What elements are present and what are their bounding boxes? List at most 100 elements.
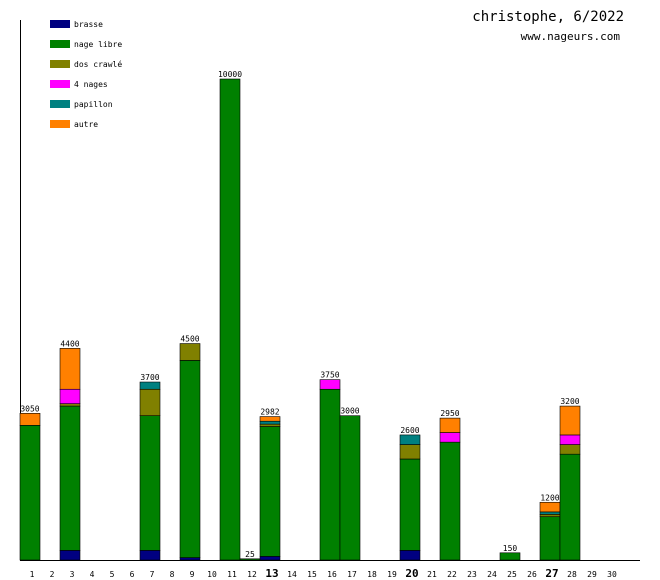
bar-segment-day-3-autre — [59, 348, 81, 390]
bar-total-label-day-13: 2982 — [260, 408, 279, 417]
x-tick-label-28: 28 — [567, 570, 577, 579]
legend-item-4-nages: 4 nages — [50, 74, 122, 94]
bar-total-label-day-7: 3700 — [140, 373, 159, 382]
legend-swatch — [50, 60, 70, 68]
bar-segment-day-13-papillon — [259, 420, 281, 425]
x-tick-label-26: 26 — [527, 570, 537, 579]
x-tick-label-19: 19 — [387, 570, 397, 579]
x-tick-label-1: 1 — [30, 570, 35, 579]
x-tick-label-5: 5 — [110, 570, 115, 579]
bar-segment-day-27-papillon — [539, 511, 561, 515]
legend-item-autre: autre — [50, 114, 122, 134]
chart-bars — [19, 78, 581, 561]
bar-segment-day-1-nage-libre — [19, 425, 41, 561]
chart-x-tick-labels: 1 2 3 4 5 6 7 8 9 10 11 12 13 14 15 16 17 18 19 20 21 22 23 24 2… — [30, 567, 617, 580]
x-tick-label-7: 7 — [150, 570, 155, 579]
x-tick-label-16: 16 — [327, 570, 337, 579]
bar-segment-day-3-nage-libre — [59, 405, 81, 551]
bar-segment-day-22-nage-libre — [439, 441, 461, 561]
x-tick-label-20: 20 — [405, 567, 418, 580]
legend-label: autre — [74, 119, 99, 129]
legend-item-nage-libre: nage libre — [50, 34, 122, 54]
bar-segment-day-7-dos-crawlé — [139, 388, 161, 416]
bar-segment-day-1-autre — [19, 412, 41, 426]
bar-segment-day-22-4-nages — [439, 432, 461, 443]
bar-segment-day-20-dos-crawlé — [399, 444, 421, 460]
bar-segment-day-20-nage-libre — [399, 458, 421, 551]
bar-segment-day-16-nage-libre — [319, 388, 341, 561]
x-tick-label-9: 9 — [190, 570, 195, 579]
legend-swatch — [50, 100, 70, 108]
legend-label: dos crawlé — [74, 59, 123, 69]
legend-swatch — [50, 120, 70, 128]
chart-subtitle: www.nageurs.com — [520, 30, 620, 43]
x-tick-label-23: 23 — [467, 570, 477, 579]
bar-segment-day-13-nage-libre — [259, 426, 281, 557]
bar-total-label-day-28: 3200 — [560, 397, 579, 406]
legend-label: 4 nages — [74, 79, 108, 89]
x-tick-label-30: 30 — [607, 570, 617, 579]
legend-label: papillon — [74, 99, 113, 109]
bar-segment-day-20-brasse — [399, 550, 421, 561]
bar-segment-day-3-dos-crawlé — [59, 403, 81, 407]
bar-total-label-day-20: 2600 — [400, 426, 419, 435]
bar-segment-day-13-brasse — [259, 556, 281, 561]
chart-title: christophe, 6/2022 — [472, 9, 624, 25]
bar-segment-day-25-nage-libre — [499, 552, 521, 561]
bar-segment-day-27-autre — [539, 501, 561, 513]
bar-segment-day-28-nage-libre — [559, 453, 581, 561]
bar-segment-day-7-nage-libre — [139, 415, 161, 551]
bar-total-label-day-11: 10000 — [218, 70, 242, 79]
x-tick-label-15: 15 — [307, 570, 317, 579]
bar-total-label-day-16: 3750 — [320, 371, 339, 380]
bar-total-label-day-22: 2950 — [440, 409, 459, 418]
x-tick-label-2: 2 — [50, 570, 55, 579]
bar-segment-day-3-4-nages — [59, 388, 81, 404]
legend-swatch — [50, 20, 70, 28]
legend-swatch — [50, 40, 70, 48]
x-tick-label-12: 12 — [247, 570, 257, 579]
legend-item-dos-crawlé: dos crawlé — [50, 54, 122, 74]
bar-segment-day-13-dos-crawlé — [259, 423, 281, 427]
bar-segment-day-27-dos-crawlé — [539, 514, 561, 518]
legend-item-papillon: papillon — [50, 94, 122, 114]
x-tick-label-22: 22 — [447, 570, 457, 579]
chart-total-labels: 3050 4400 3700 4500 10000 25 2982 3750 3000 2600 2… — [20, 70, 579, 559]
x-tick-label-6: 6 — [130, 570, 135, 579]
x-tick-label-25: 25 — [507, 570, 517, 579]
x-tick-label-21: 21 — [427, 570, 437, 579]
x-tick-label-14: 14 — [287, 570, 297, 579]
legend-swatch — [50, 80, 70, 88]
bar-segment-day-7-brasse — [139, 550, 161, 561]
bar-total-label-day-3: 4400 — [60, 339, 79, 348]
x-tick-label-18: 18 — [367, 570, 377, 579]
bar-total-label-day-1: 3050 — [20, 404, 39, 413]
bar-segment-day-16-4-nages — [319, 379, 341, 390]
bar-segment-day-20-papillon — [399, 434, 421, 445]
bar-segment-day-7-papillon — [139, 381, 161, 390]
bar-total-label-day-25: 150 — [503, 544, 518, 553]
x-tick-label-8: 8 — [170, 570, 175, 579]
x-tick-label-4: 4 — [90, 570, 95, 579]
bar-segment-day-17-nage-libre — [339, 415, 361, 561]
bar-segment-day-27-nage-libre — [539, 516, 561, 561]
bar-total-label-day-27: 1200 — [540, 493, 559, 502]
chart-legend: brasse nage libre dos crawlé 4 nages papillo… — [50, 14, 122, 134]
bar-segment-day-28-4-nages — [559, 434, 581, 445]
legend-label: nage libre — [74, 39, 123, 49]
bar-segment-day-3-brasse — [59, 550, 81, 561]
x-tick-label-24: 24 — [487, 570, 497, 579]
bar-segment-day-9-brasse — [179, 557, 201, 561]
bar-total-label-day-9: 4500 — [180, 335, 199, 344]
x-tick-label-27: 27 — [545, 567, 558, 580]
bar-segment-day-11-nage-libre — [219, 78, 241, 561]
x-tick-label-3: 3 — [70, 570, 75, 579]
bar-segment-day-9-nage-libre — [179, 360, 201, 558]
x-tick-label-11: 11 — [227, 570, 237, 579]
legend-item-brasse: brasse — [50, 14, 122, 34]
bar-total-label-day-12: 25 — [245, 550, 255, 559]
bar-segment-day-12-nage-libre — [239, 558, 261, 561]
bar-segment-day-9-dos-crawlé — [179, 343, 201, 361]
x-tick-label-13: 13 — [265, 567, 278, 580]
